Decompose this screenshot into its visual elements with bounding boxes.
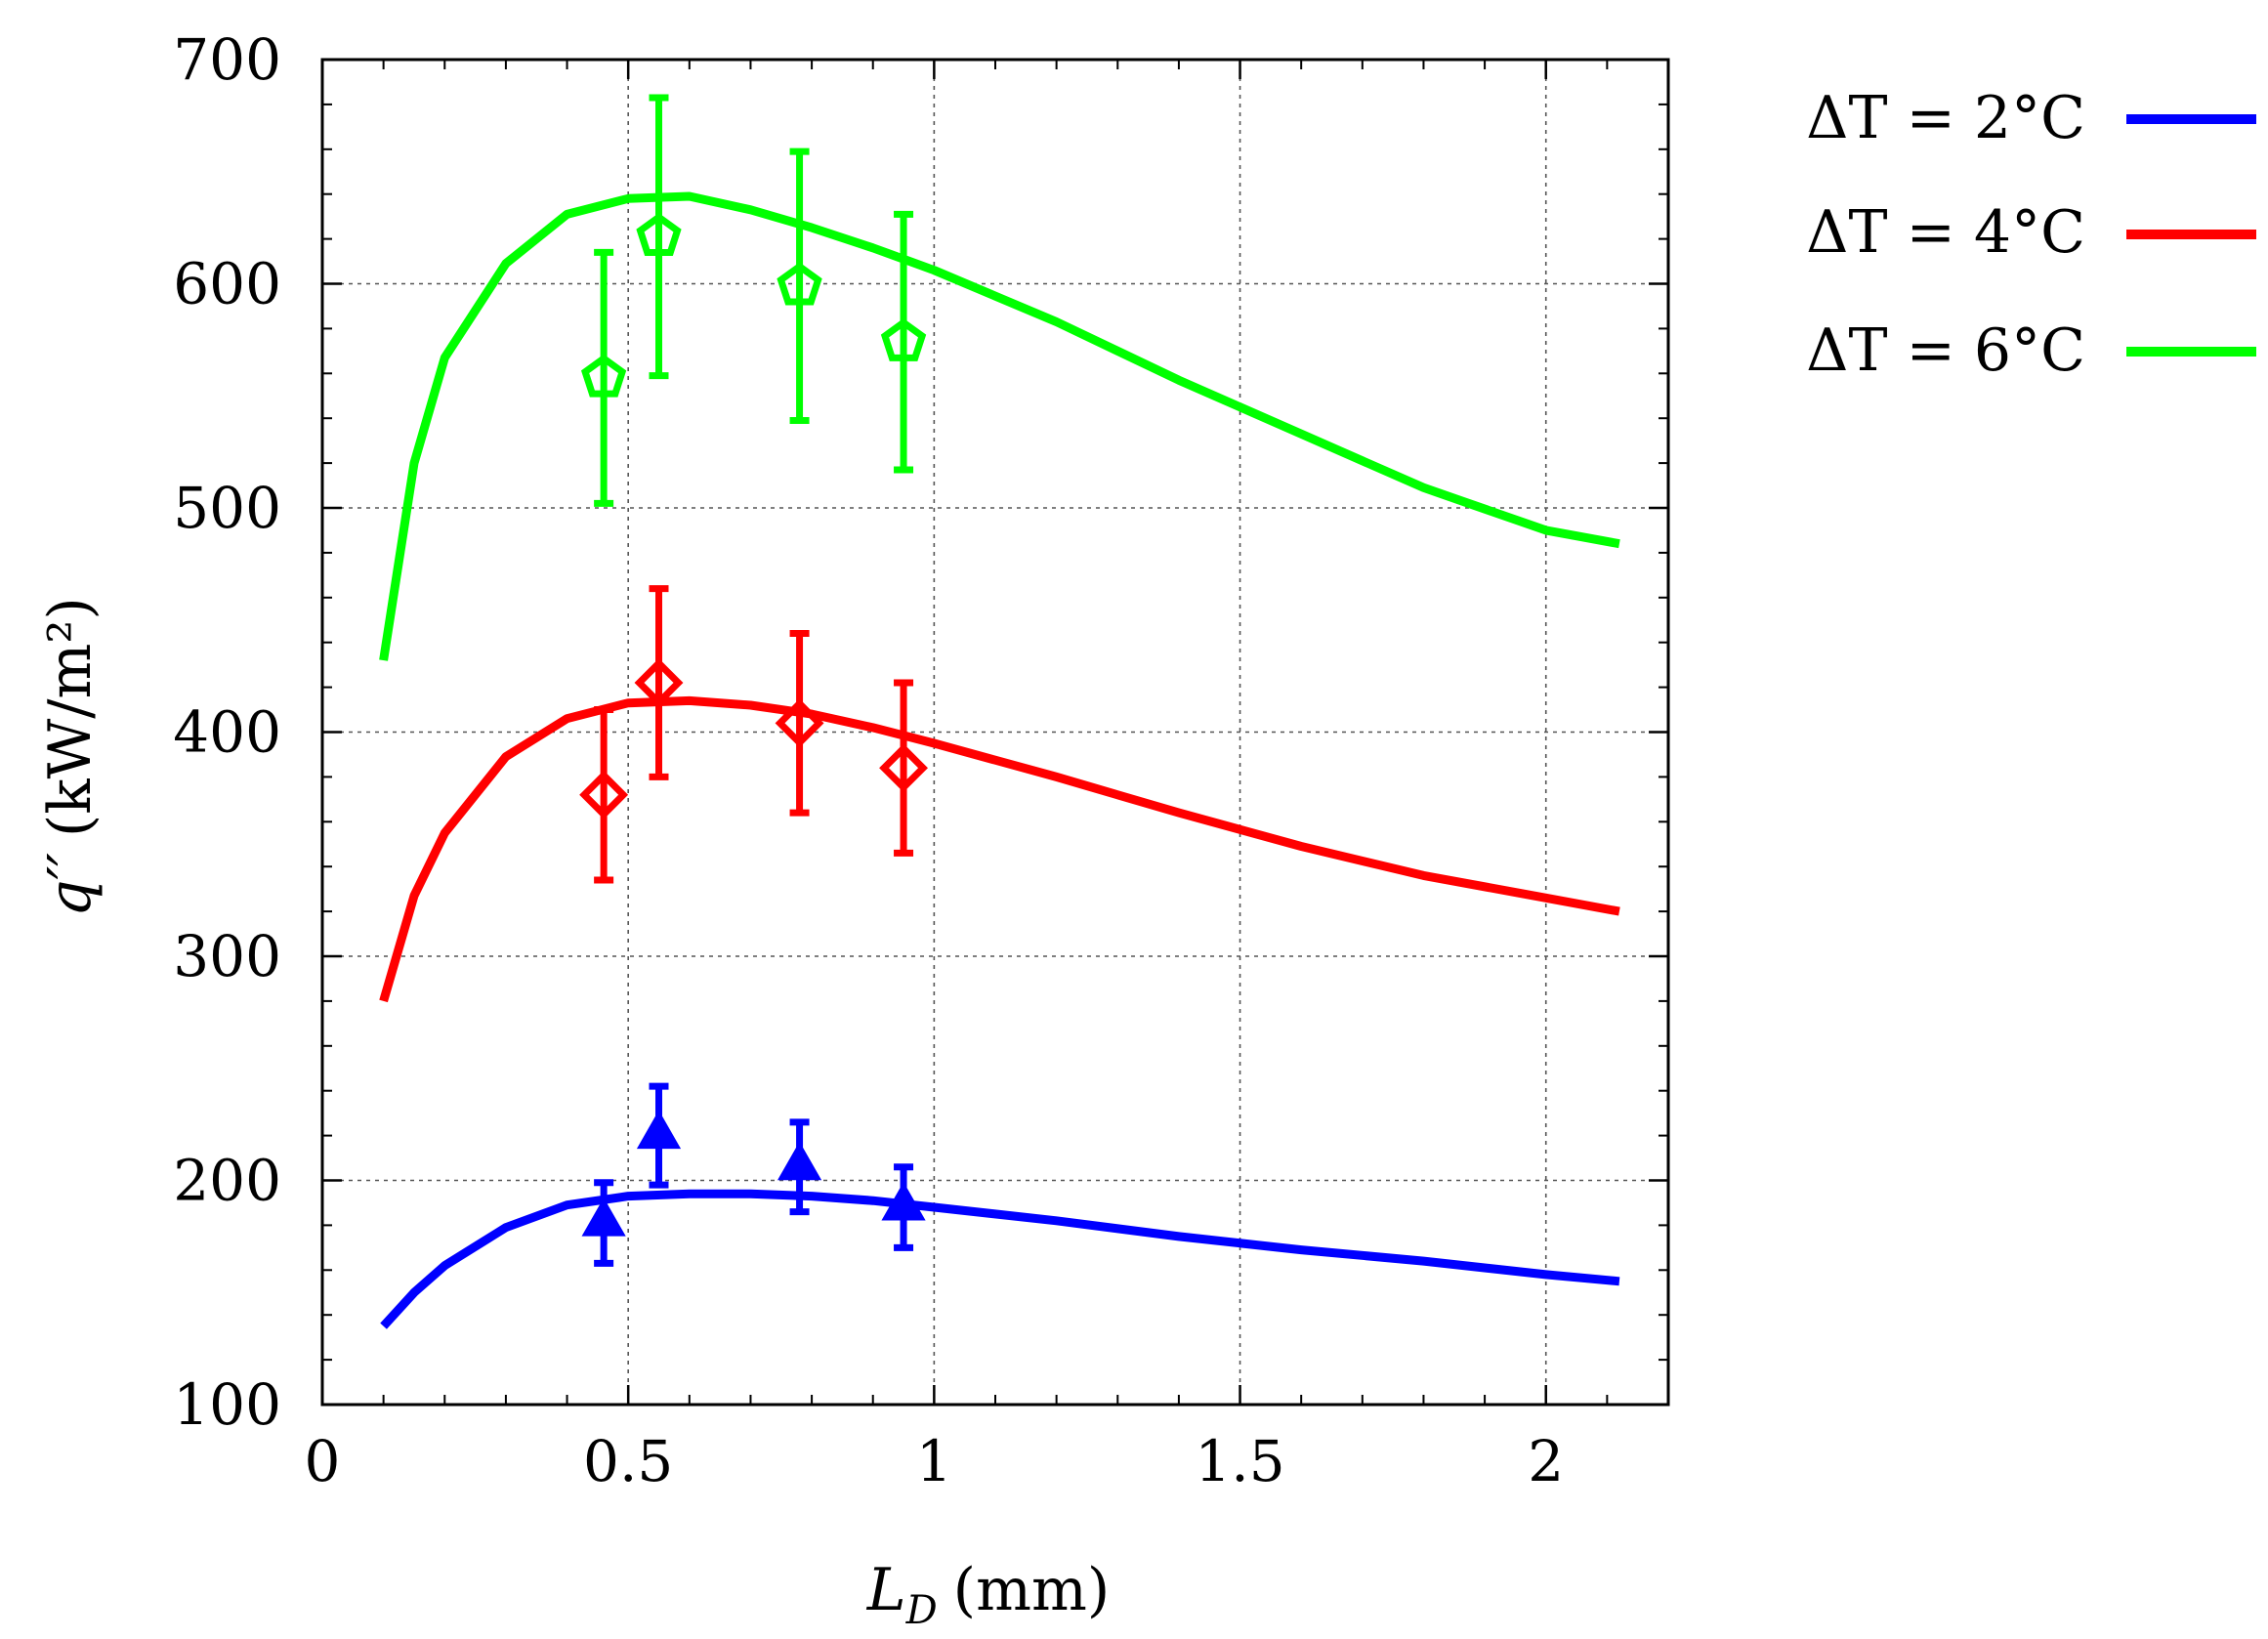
grid-lines <box>322 60 1668 1405</box>
x-tick-label: 2 <box>1528 1428 1564 1494</box>
series-group <box>379 94 1620 661</box>
x-axis-label-subscript: D <box>905 1588 938 1633</box>
model-curve <box>379 191 1620 661</box>
data-point-marker <box>636 212 682 256</box>
y-tick-label: 600 <box>173 251 281 317</box>
x-tick-label: 0.5 <box>583 1428 673 1494</box>
y-axis-label-main: q′′ <box>36 853 105 917</box>
data-point-marker <box>636 1110 682 1150</box>
y-tick-label: 200 <box>173 1148 281 1214</box>
data-point-marker <box>879 743 928 793</box>
y-tick-label: 500 <box>173 475 281 541</box>
data-point-marker <box>880 317 927 361</box>
legend-label-dt2: ΔT = 2°C <box>1806 84 2085 152</box>
data-point-marker <box>580 354 627 398</box>
data-point-marker <box>777 1141 822 1181</box>
data-point-marker <box>775 698 824 748</box>
x-tick-label: 0 <box>305 1428 341 1494</box>
x-tick-label: 1.5 <box>1195 1428 1284 1494</box>
y-axis-label-unit: (kW/m²) <box>36 597 105 837</box>
data-point-marker <box>581 1198 626 1237</box>
data-point-marker <box>777 262 822 306</box>
axis-ticks: 0 0.5 1 1.5 2 100 200 300 400 500 600 700 <box>173 26 1668 1494</box>
legend-entry-dt6: ΔT = 6°C <box>1806 316 2256 385</box>
y-axis-label: q′′ (kW/m²) <box>36 597 105 917</box>
data-point-marker <box>881 1182 926 1221</box>
data-point-marker <box>579 770 629 820</box>
series-layer <box>379 94 1620 1329</box>
legend: ΔT = 2°C ΔT = 4°C ΔT = 6°C <box>1806 84 2256 385</box>
model-curve <box>380 1189 1620 1329</box>
legend-label-dt6: ΔT = 6°C <box>1806 316 2085 385</box>
x-axis-label-unit: (mm) <box>953 1556 1111 1624</box>
series-group <box>380 1082 1620 1329</box>
series-group <box>379 585 1620 1003</box>
y-tick-label: 100 <box>173 1371 281 1438</box>
y-tick-label: 400 <box>173 699 281 766</box>
legend-entry-dt4: ΔT = 4°C <box>1806 198 2256 267</box>
y-tick-label: 700 <box>173 26 281 93</box>
x-tick-label: 1 <box>916 1428 952 1494</box>
x-axis-label-main: L <box>866 1556 906 1624</box>
x-axis-label: LD (mm) <box>866 1556 1111 1633</box>
legend-entry-dt2: ΔT = 2°C <box>1806 84 2256 152</box>
data-point-marker <box>634 658 684 707</box>
y-tick-label: 300 <box>173 923 281 989</box>
legend-label-dt4: ΔT = 4°C <box>1806 198 2085 267</box>
